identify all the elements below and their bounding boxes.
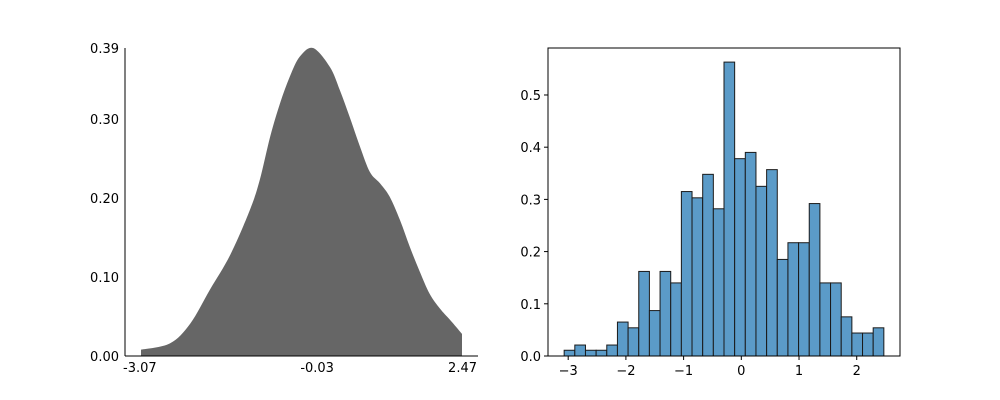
histogram-y-tick-label: 0.1	[520, 298, 541, 313]
histogram-bar	[734, 158, 746, 357]
histogram-bar	[851, 332, 864, 357]
histogram-bars	[563, 61, 885, 357]
histogram-bar	[606, 344, 618, 357]
histogram-bar	[702, 173, 714, 357]
histogram-bar	[840, 316, 853, 357]
kde-y-tick-labels: 0.00 0.10 0.20 0.30 0.39	[90, 42, 119, 365]
histogram-bar	[808, 203, 821, 357]
histogram-bar	[595, 349, 608, 357]
histogram-axes-frame	[547, 47, 901, 357]
kde-y-tick-label: 0.39	[90, 42, 119, 57]
kde-x-tick-label: -3.07	[123, 361, 157, 376]
histogram-bar	[627, 327, 640, 357]
histogram-bar	[574, 344, 586, 357]
kde-area-fill	[141, 47, 462, 356]
histogram-bar	[659, 270, 672, 357]
histogram-plot: 0.0 0.1 0.2 0.3 0.4 0.5 −3 −2 −1 0 1 2	[520, 47, 901, 379]
histogram-bar	[563, 349, 576, 357]
kde-x-tick-labels: -3.07 -0.03 2.47	[123, 361, 477, 376]
kde-x-tick-label: 2.47	[448, 361, 477, 376]
histogram-bar	[830, 282, 842, 357]
kde-y-tick-label: 0.00	[90, 350, 119, 365]
kde-y-tick-label: 0.10	[90, 271, 119, 286]
histogram-y-tick-label: 0.0	[520, 350, 541, 365]
histogram-bar	[712, 208, 725, 357]
histogram-bar	[776, 258, 789, 357]
histogram-x-tick-label: −2	[616, 364, 635, 379]
kde-y-tick-label: 0.20	[90, 192, 119, 207]
histogram-bar	[819, 282, 832, 357]
histogram-bar	[723, 61, 736, 357]
histogram-bar	[648, 310, 661, 357]
histogram-y-tick-label: 0.4	[520, 141, 541, 156]
histogram-x-tick-label: 2	[853, 364, 861, 379]
kde-y-tick-label: 0.30	[90, 113, 119, 128]
histogram-x-tick-label: −1	[674, 364, 693, 379]
histogram-bar	[638, 270, 650, 357]
histogram-bar	[872, 327, 885, 357]
histogram-bar	[744, 151, 757, 357]
histogram-bar	[584, 349, 597, 357]
histogram-bar	[680, 191, 693, 357]
histogram-bar	[755, 185, 768, 357]
histogram-x-tick-label: −3	[559, 364, 578, 379]
histogram-x-tick-label: 0	[737, 364, 745, 379]
histogram-y-tick-label: 0.5	[520, 89, 541, 104]
histogram-bar	[862, 332, 874, 357]
histogram-y-tick-label: 0.3	[520, 193, 541, 208]
kde-x-tick-label: -0.03	[300, 361, 334, 376]
histogram-x-ticks: −3 −2 −1 0 1 2	[559, 356, 861, 379]
kde-density-plot: 0.00 0.10 0.20 0.30 0.39 -3.07 -0.03 2.47	[90, 42, 478, 376]
histogram-bar	[670, 282, 682, 357]
histogram-bar	[787, 242, 800, 357]
histogram-bar	[766, 169, 778, 357]
histogram-bar	[616, 321, 629, 357]
histogram-bar	[798, 242, 810, 357]
histogram-y-ticks: 0.0 0.1 0.2 0.3 0.4 0.5	[520, 89, 548, 365]
histogram-bar	[691, 197, 704, 357]
histogram-x-tick-label: 1	[795, 364, 803, 379]
histogram-y-tick-label: 0.2	[520, 246, 541, 261]
